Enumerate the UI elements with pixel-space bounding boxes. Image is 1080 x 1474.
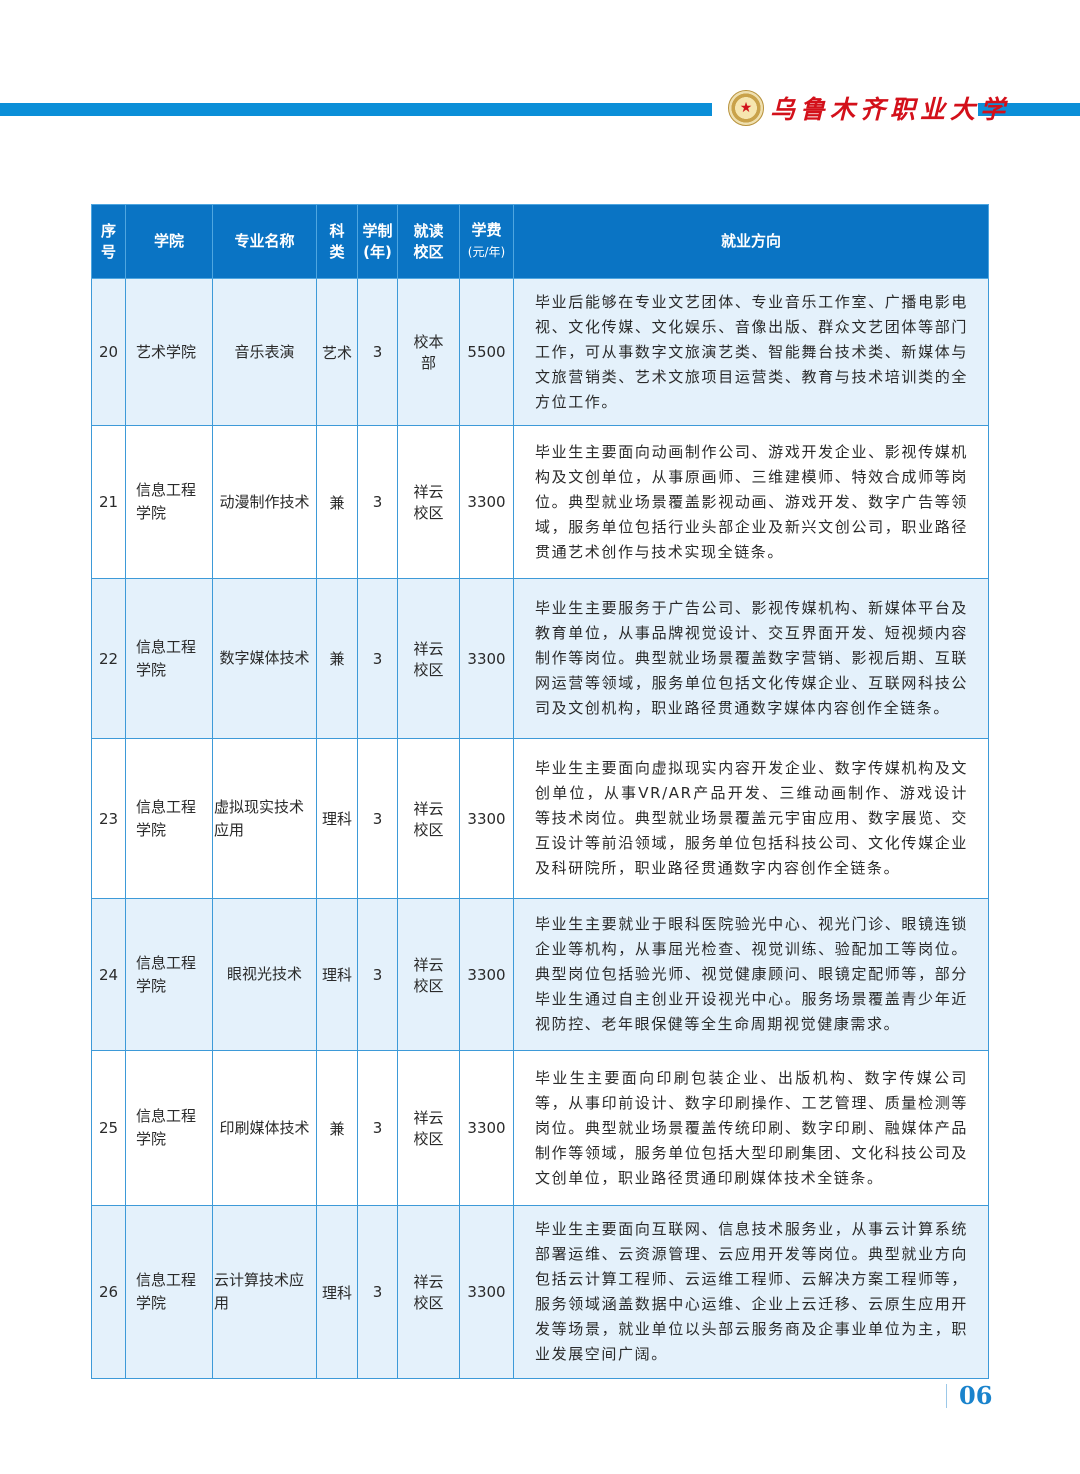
header-fee-label: 学费 xyxy=(471,221,502,239)
cell-major: 虚拟现实技术应用 xyxy=(212,738,317,899)
table-row: 20 艺术学院 音乐表演 艺术 3 校本部 5500 毕业后能够在专业文艺团体、专业音乐工作室… xyxy=(91,278,989,426)
cell-seq: 26 xyxy=(91,1205,126,1379)
school-logo: ★ 乌鲁木齐职业大学 xyxy=(728,90,1010,126)
cell-campus: 祥云校区 xyxy=(397,578,460,739)
cell-career: 毕业生主要面向印刷包装企业、出版机构、数字传媒公司等，从事印前设计、数字印刷操作… xyxy=(513,1050,989,1206)
cell-career: 毕业生主要就业于眼科医院验光中心、视光门诊、眼镜连锁企业等机构，从事屈光检查、视… xyxy=(513,898,989,1051)
header-stripe-right xyxy=(978,103,1080,116)
cell-major: 印刷媒体技术 xyxy=(212,1050,317,1206)
cell-career: 毕业生主要面向虚拟现实内容开发企业、数字传媒机构及文创单位，从事VR/AR产品开… xyxy=(513,738,989,899)
cell-years: 3 xyxy=(357,1050,398,1206)
cell-seq: 22 xyxy=(91,578,126,739)
school-name: 乌鲁木齐职业大学 xyxy=(770,95,1011,124)
header-major: 专业名称 xyxy=(212,204,317,279)
cell-fee: 5500 xyxy=(459,278,514,426)
cell-college: 艺术学院 xyxy=(125,278,213,426)
page-number: 06 xyxy=(946,1384,992,1408)
header-campus: 就读校区 xyxy=(397,204,460,279)
cell-fee: 3300 xyxy=(459,738,514,899)
cell-fee: 3300 xyxy=(459,578,514,739)
cell-category: 兼 xyxy=(316,578,358,739)
cell-years: 3 xyxy=(357,898,398,1051)
cell-career: 毕业生主要面向动画制作公司、游戏开发企业、影视传媒机构及文创单位，从事原画师、三… xyxy=(513,425,989,579)
cell-years: 3 xyxy=(357,1205,398,1379)
cell-campus: 祥云校区 xyxy=(397,425,460,579)
cell-major: 音乐表演 xyxy=(212,278,317,426)
cell-college: 信息工程学院 xyxy=(125,578,213,739)
majors-table: 序号 学院 专业名称 科类 学制(年) 就读校区 学费 (元/年) 就业方向 20… xyxy=(91,204,989,1379)
header-stripe-left xyxy=(0,103,712,116)
cell-college: 信息工程学院 xyxy=(125,738,213,899)
cell-seq: 20 xyxy=(91,278,126,426)
cell-campus: 校本部 xyxy=(397,278,460,426)
cell-fee: 3300 xyxy=(459,1050,514,1206)
cell-category: 艺术 xyxy=(316,278,358,426)
cell-years: 3 xyxy=(357,738,398,899)
cell-fee: 3300 xyxy=(459,425,514,579)
cell-seq: 23 xyxy=(91,738,126,899)
cell-campus: 祥云校区 xyxy=(397,1050,460,1206)
cell-major: 眼视光技术 xyxy=(212,898,317,1051)
table-row: 24 信息工程学院 眼视光技术 理科 3 祥云校区 3300 毕业生主要就业于眼科医院验光中心… xyxy=(91,898,989,1051)
table-row: 21 信息工程学院 动漫制作技术兼 3 祥云校区 3300 毕业生主要面向动画制作公司、游戏… xyxy=(91,425,989,579)
cell-years: 3 xyxy=(357,278,398,426)
cell-seq: 21 xyxy=(91,425,126,579)
cell-major: 动漫制作技术 xyxy=(212,425,317,579)
header-category: 科类 xyxy=(316,204,358,279)
cell-major: 云计算技术应用 xyxy=(212,1205,317,1379)
cell-category: 理科 xyxy=(316,738,358,899)
header-years: 学制(年) xyxy=(357,204,398,279)
header-career: 就业方向 xyxy=(513,204,989,279)
header-fee: 学费 (元/年) xyxy=(459,204,514,279)
table-row: 22 信息工程学院 数字媒体技术兼 3 祥云校区 3300 毕业生主要服务于广告公司、影视传… xyxy=(91,578,989,739)
cell-seq: 25 xyxy=(91,1050,126,1206)
cell-college: 信息工程学院 xyxy=(125,1050,213,1206)
cell-career: 毕业后能够在专业文艺团体、专业音乐工作室、广播电影电视、文化传媒、文化娱乐、音像… xyxy=(513,278,989,426)
cell-career: 毕业生主要面向互联网、信息技术服务业，从事云计算系统部署运维、云资源管理、云应用… xyxy=(513,1205,989,1379)
cell-years: 3 xyxy=(357,425,398,579)
cell-campus: 祥云校区 xyxy=(397,738,460,899)
cell-college: 信息工程学院 xyxy=(125,425,213,579)
cell-seq: 24 xyxy=(91,898,126,1051)
header-fee-unit: (元/年) xyxy=(467,245,506,259)
cell-fee: 3300 xyxy=(459,1205,514,1379)
table-header: 序号 学院 专业名称 科类 学制(年) 就读校区 学费 (元/年) 就业方向 xyxy=(91,204,989,279)
cell-major: 数字媒体技术 xyxy=(212,578,317,739)
table-row: 26 信息工程学院 云计算技术应用 理科 3 祥云校区 3300 毕业生主要面向互联网、信息技… xyxy=(91,1205,989,1379)
cell-career: 毕业生主要服务于广告公司、影视传媒机构、新媒体平台及教育单位，从事品牌视觉设计、… xyxy=(513,578,989,739)
cell-campus: 祥云校区 xyxy=(397,1205,460,1379)
cell-campus: 祥云校区 xyxy=(397,898,460,1051)
cell-category: 理科 xyxy=(316,898,358,1051)
table-row: 25 信息工程学院 印刷媒体技术兼 3 祥云校区 3300 毕业生主要面向印刷包装企业、出版… xyxy=(91,1050,989,1206)
header-college: 学院 xyxy=(125,204,213,279)
cell-years: 3 xyxy=(357,578,398,739)
cell-fee: 3300 xyxy=(459,898,514,1051)
cell-college: 信息工程学院 xyxy=(125,1205,213,1379)
cell-category: 兼 xyxy=(316,425,358,579)
table-row: 23 信息工程学院 虚拟现实技术应用 理科 3 祥云校区 3300 毕业生主要面向虚拟现实内容… xyxy=(91,738,989,899)
school-seal-icon: ★ xyxy=(728,90,764,126)
header-seq: 序号 xyxy=(91,204,126,279)
cell-category: 兼 xyxy=(316,1050,358,1206)
cell-category: 理科 xyxy=(316,1205,358,1379)
cell-college: 信息工程学院 xyxy=(125,898,213,1051)
